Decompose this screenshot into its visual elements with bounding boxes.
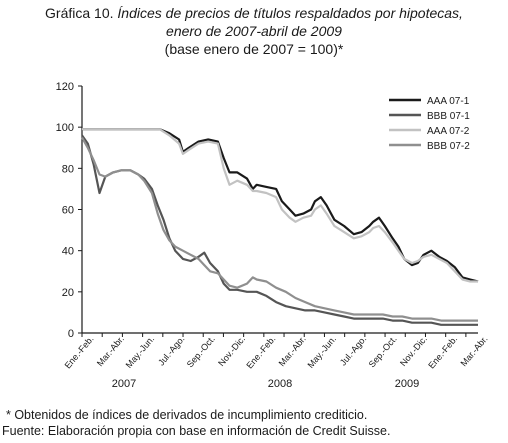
y-tick-label: 0 — [68, 328, 74, 340]
y-tick-label: 60 — [62, 205, 74, 217]
x-tick-label: Mar.-Abr. — [277, 334, 308, 368]
series-line — [82, 128, 478, 283]
source-note: Fuente: Elaboración propia con base en i… — [2, 424, 391, 438]
chart-title-number: Gráfica 10. — [45, 5, 114, 21]
x-tick-label: Nov.-Dic. — [216, 334, 247, 368]
series-line — [81, 136, 478, 322]
legend-label: AAA 07-1 — [427, 96, 470, 107]
x-tick-label: May.-Jun. — [124, 334, 157, 370]
chart-title-main: Índices de precios de títulos respaldado… — [117, 5, 463, 21]
legend-label: AAA 07-2 — [427, 126, 470, 137]
legend-label: BBB 07-2 — [427, 141, 470, 152]
x-tick-label: Ene.-Feb. — [426, 334, 459, 371]
x-tick-label: Jul.-Ago. — [156, 334, 186, 368]
y-tick-label: 80 — [62, 163, 74, 175]
year-label: 2008 — [268, 378, 292, 390]
x-tick-label: Ene.-Feb. — [244, 334, 277, 371]
x-tick-label: Mar.-Abr. — [95, 334, 126, 368]
series-line — [81, 134, 478, 326]
x-tick-label: Mar.-Abr. — [459, 334, 490, 368]
series-line — [82, 128, 479, 283]
footnote: * Obtenidos de índices de derivados de i… — [6, 408, 368, 422]
y-tick-label: 40 — [62, 246, 74, 258]
x-tick-label: May.-Jun. — [305, 334, 338, 370]
x-tick-label: Jul.-Ago. — [338, 334, 368, 368]
x-tick-label: Sep.-Oct. — [185, 334, 217, 370]
x-tick-label: Sep.-Oct. — [367, 334, 399, 370]
y-tick-label: 100 — [56, 122, 74, 134]
year-label: 2007 — [112, 378, 136, 390]
chart-title-line-1: Gráfica 10. Índices de precios de título… — [0, 4, 508, 22]
chart-title-line-3: (base enero de 2007 = 100)* — [164, 41, 344, 57]
y-tick-label: 20 — [62, 287, 74, 299]
year-label: 2009 — [395, 378, 419, 390]
legend-label: BBB 07-1 — [427, 111, 470, 122]
chart-title-line-2: enero de 2007-abril de 2009 — [166, 23, 342, 39]
y-tick-label: 120 — [56, 81, 74, 93]
x-tick-label: Nov.-Dic. — [398, 334, 429, 368]
